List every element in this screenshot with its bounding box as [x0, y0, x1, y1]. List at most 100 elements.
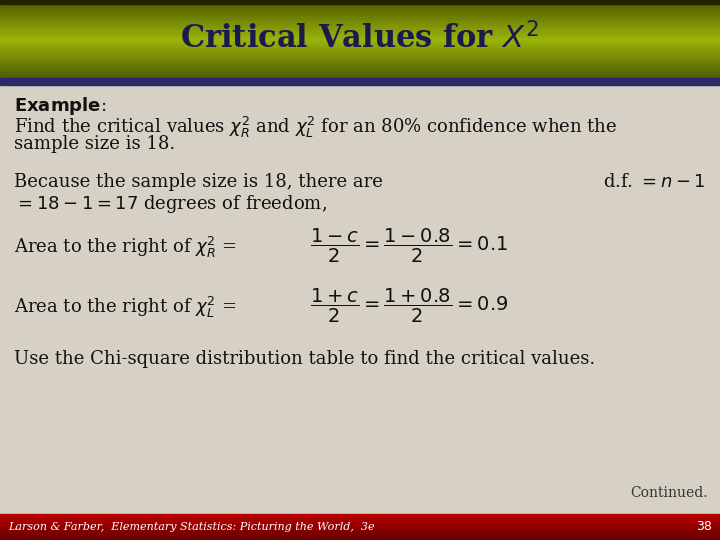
Bar	[0, 11, 720, 12]
Bar	[0, 43, 720, 44]
Bar	[0, 517, 720, 519]
Bar	[0, 525, 720, 527]
Text: Use the Chi-square distribution table to find the critical values.: Use the Chi-square distribution table to…	[14, 350, 595, 368]
Bar	[0, 0, 720, 1]
Bar	[0, 6, 720, 8]
Bar	[0, 514, 720, 515]
Bar	[0, 48, 720, 50]
Bar	[0, 31, 720, 32]
Bar	[0, 53, 720, 55]
Bar	[0, 76, 720, 77]
Text: $= 18 - 1 = 17$ degrees of freedom,: $= 18 - 1 = 17$ degrees of freedom,	[14, 193, 327, 215]
Bar	[0, 12, 720, 14]
Bar	[0, 48, 720, 49]
Bar	[0, 32, 720, 34]
Bar	[0, 22, 720, 23]
Bar	[0, 13, 720, 15]
Bar	[0, 54, 720, 56]
Bar	[0, 530, 720, 532]
Text: Find the critical values $\chi^2_R$ and $\chi^2_L$ for an 80% confidence when th: Find the critical values $\chi^2_R$ and …	[14, 115, 617, 140]
Bar	[0, 32, 720, 33]
Bar	[0, 67, 720, 68]
Bar	[0, 68, 720, 69]
Bar	[0, 65, 720, 66]
Bar	[0, 77, 720, 78]
Bar	[0, 71, 720, 72]
Bar	[0, 78, 720, 85]
Bar	[0, 49, 720, 51]
Bar	[0, 57, 720, 58]
Bar	[0, 16, 720, 17]
Text: $\dfrac{1-c}{2} = \dfrac{1-0.8}{2} = 0.1$: $\dfrac{1-c}{2} = \dfrac{1-0.8}{2} = 0.1…	[310, 227, 508, 265]
Bar	[0, 29, 720, 30]
Bar	[0, 28, 720, 29]
Bar	[0, 4, 720, 6]
Bar	[0, 14, 720, 16]
Text: Because the sample size is 18, there are: Because the sample size is 18, there are	[14, 173, 383, 191]
Bar	[0, 526, 720, 528]
Bar	[0, 62, 720, 63]
Bar	[0, 5, 720, 7]
Text: Area to the right of $\chi^2_R$ =: Area to the right of $\chi^2_R$ =	[14, 235, 236, 260]
Bar	[0, 39, 720, 41]
Text: $\dfrac{1+c}{2} = \dfrac{1+0.8}{2} = 0.9$: $\dfrac{1+c}{2} = \dfrac{1+0.8}{2} = 0.9…	[310, 287, 508, 325]
Text: $\mathbf{Example}$:: $\mathbf{Example}$:	[14, 95, 107, 117]
Bar	[0, 73, 720, 75]
Bar	[0, 45, 720, 47]
Bar	[0, 63, 720, 64]
Bar	[0, 10, 720, 12]
Bar	[0, 15, 720, 17]
Bar	[0, 533, 720, 535]
Bar	[0, 529, 720, 531]
Bar	[0, 37, 720, 38]
Bar	[0, 516, 720, 518]
Bar	[0, 528, 720, 530]
Bar	[0, 20, 720, 22]
Bar	[0, 1, 720, 2]
Text: Larson & Farber,  Elementary Statistics: Picturing the World,  3e: Larson & Farber, Elementary Statistics: …	[8, 522, 374, 532]
Bar	[0, 72, 720, 74]
Bar	[0, 515, 720, 517]
Bar	[0, 56, 720, 58]
Bar	[0, 537, 720, 539]
Bar	[0, 8, 720, 10]
Bar	[0, 61, 720, 63]
Bar	[0, 38, 720, 40]
Bar	[0, 30, 720, 31]
Bar	[0, 532, 720, 534]
Bar	[0, 519, 720, 521]
Bar	[0, 44, 720, 46]
Text: Continued.: Continued.	[631, 486, 708, 500]
Bar	[0, 42, 720, 43]
Bar	[0, 17, 720, 18]
Bar	[0, 538, 720, 540]
Bar	[0, 66, 720, 68]
Bar	[0, 3, 720, 5]
Bar	[0, 523, 720, 524]
Text: Critical Values for $X^2$: Critical Values for $X^2$	[181, 23, 539, 55]
Bar	[0, 520, 720, 522]
Bar	[0, 35, 720, 36]
Bar	[0, 23, 720, 24]
Bar	[0, 52, 720, 53]
Bar	[0, 70, 720, 71]
Bar	[0, 46, 720, 48]
Bar	[0, 2, 720, 3]
Bar	[0, 50, 720, 52]
Bar	[0, 524, 720, 526]
Bar	[0, 40, 720, 42]
Bar	[0, 85, 720, 514]
Bar	[0, 2, 720, 4]
Bar	[0, 55, 720, 57]
Bar	[0, 37, 720, 39]
Text: 38: 38	[696, 521, 712, 534]
Bar	[0, 58, 720, 59]
Bar	[0, 75, 720, 76]
Bar	[0, 59, 720, 60]
Bar	[0, 18, 720, 19]
Bar	[0, 26, 720, 28]
Text: sample size is 18.: sample size is 18.	[14, 135, 175, 153]
Bar	[0, 536, 720, 537]
Bar	[0, 534, 720, 536]
Bar	[0, 51, 720, 52]
